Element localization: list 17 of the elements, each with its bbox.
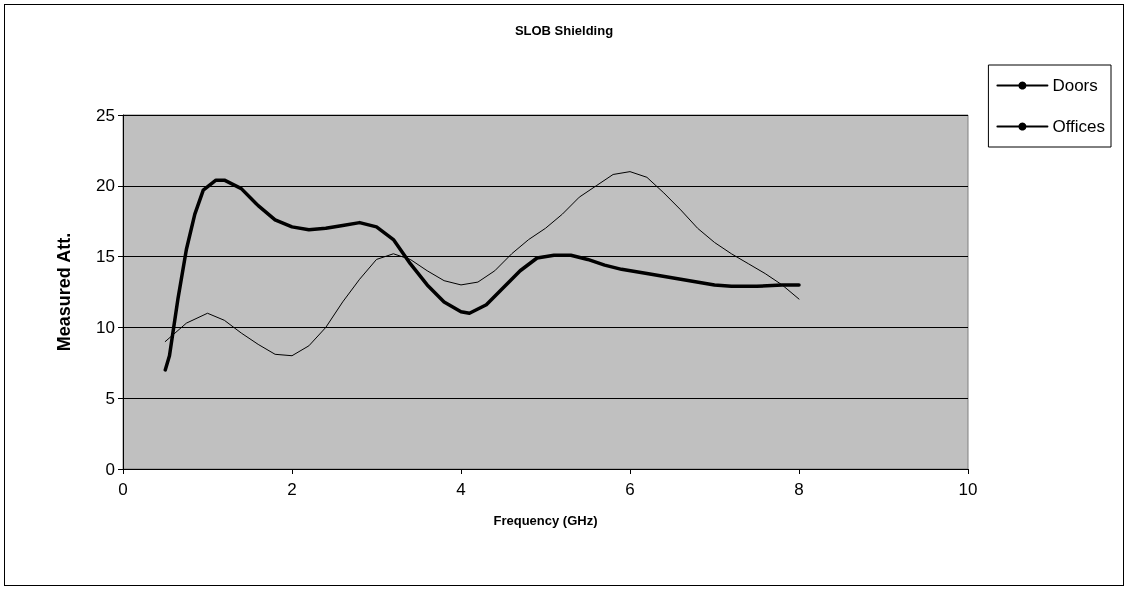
- y-tick-label: 20: [96, 176, 115, 196]
- x-tick-label: 2: [287, 480, 297, 499]
- y-tick-label: 25: [96, 105, 115, 125]
- x-tick-label: 0: [118, 480, 128, 499]
- x-axis-title: Frequency (GHz): [493, 513, 598, 528]
- x-tick-label: 6: [625, 480, 635, 499]
- legend-label: Doors: [1052, 76, 1098, 95]
- legend-label: Offices: [1052, 117, 1105, 136]
- y-tick-label: 10: [96, 317, 115, 337]
- y-tick-label: 0: [105, 459, 115, 479]
- x-tick-label: 4: [456, 480, 466, 499]
- y-axis-title: Measured Att.: [54, 232, 74, 352]
- y-tick-label: 15: [96, 247, 115, 267]
- x-tick-label: 8: [794, 480, 804, 499]
- y-tick-label: 5: [105, 388, 115, 408]
- chart-title: SLOB Shielding: [514, 23, 614, 38]
- x-tick-label: 10: [958, 480, 978, 499]
